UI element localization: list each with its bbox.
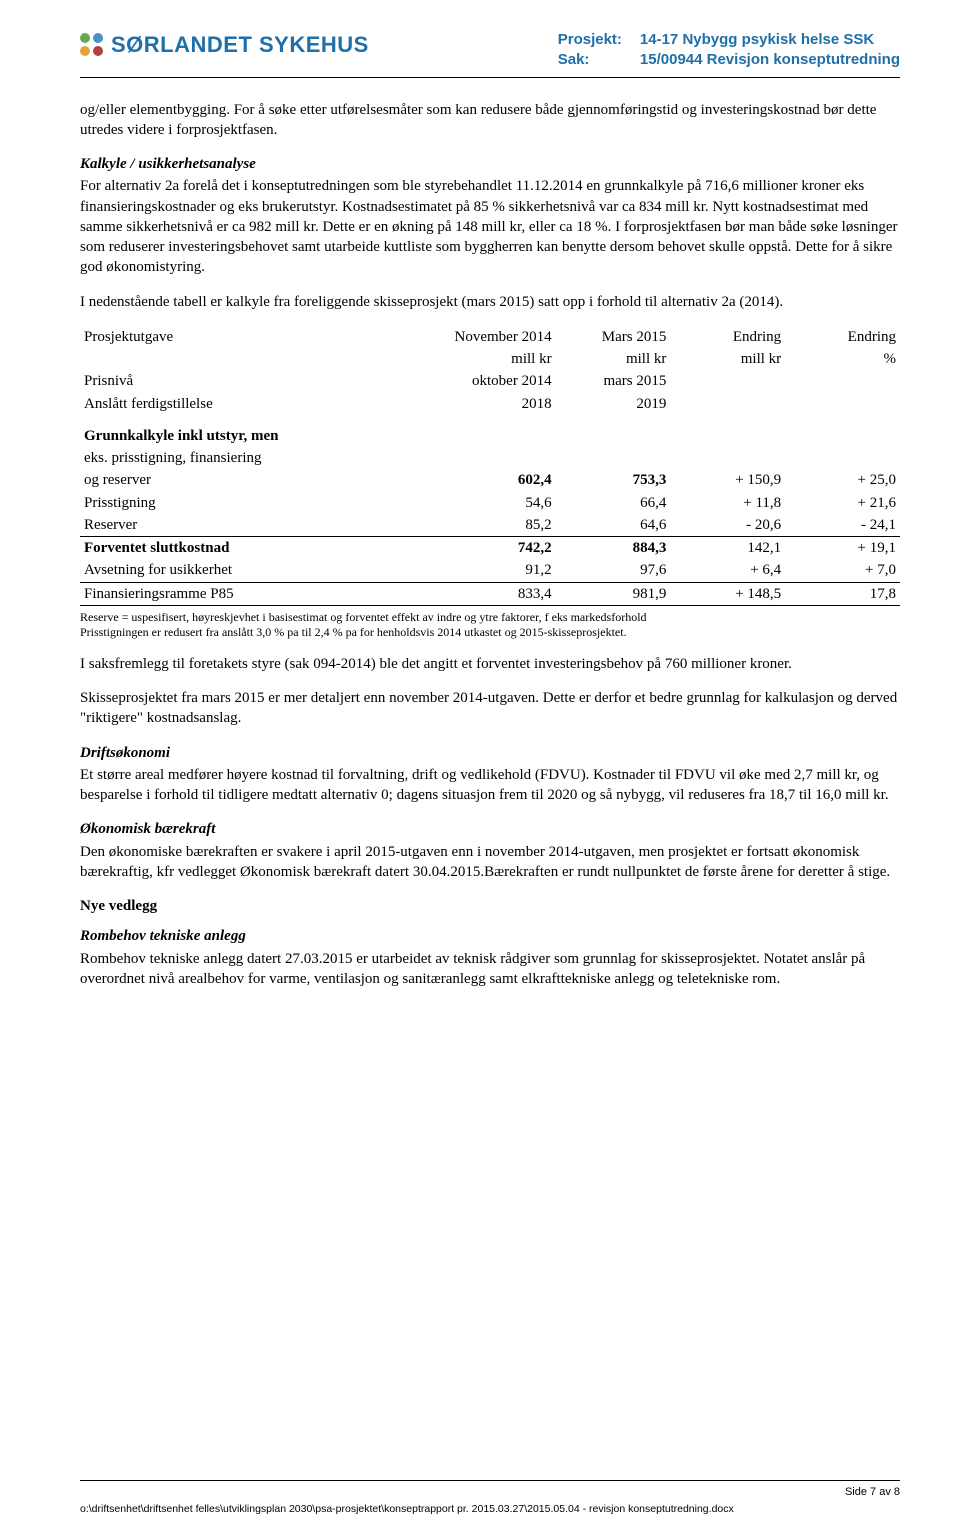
project-value: 14-17 Nybygg psykisk helse SSK	[640, 31, 874, 48]
row-label: Avsetning for usikkerhet	[80, 559, 424, 582]
table-note-line: Reserve = uspesifisert, høyreskjevhet i …	[80, 610, 900, 625]
org-name: SØRLANDET SYKEHUS	[111, 30, 369, 60]
row-value: 981,9	[556, 582, 671, 605]
page-number: Side 7 av 8	[80, 1485, 900, 1500]
row-value: mars 2015	[556, 370, 671, 392]
row-value: + 148,5	[670, 582, 785, 605]
paragraph: Rombehov tekniske anlegg datert 27.03.20…	[80, 949, 900, 990]
row-label: Finansieringsramme P85	[80, 582, 424, 605]
section-heading-rombehov: Rombehov tekniske anlegg	[80, 926, 900, 946]
project-label: Prosjekt:	[558, 30, 636, 50]
section-heading-okonomisk: Økonomisk bærekraft	[80, 819, 900, 839]
row-value: 2018	[424, 393, 555, 415]
row-value: 2019	[556, 393, 671, 415]
table-header-row: Prosjektutgave November 2014 Mars 2015 E…	[80, 326, 900, 348]
logo-block: SØRLANDET SYKEHUS	[80, 30, 369, 60]
row-value: 833,4	[424, 582, 555, 605]
row-label: og reserver	[80, 469, 424, 491]
col-header	[80, 348, 424, 370]
table-row: og reserver 602,4 753,3 + 150,9 + 25,0	[80, 469, 900, 491]
document-header: SØRLANDET SYKEHUS Prosjekt: 14-17 Nybygg…	[80, 30, 900, 78]
row-value: + 21,6	[785, 492, 900, 514]
row-value: + 6,4	[670, 559, 785, 582]
row-value: + 7,0	[785, 559, 900, 582]
table-row: Finansieringsramme P85 833,4 981,9 + 148…	[80, 582, 900, 605]
table-row: Forventet sluttkostnad 742,2 884,3 142,1…	[80, 537, 900, 560]
paragraph: og/eller elementbygging. For å søke ette…	[80, 100, 900, 141]
row-value: 884,3	[556, 537, 671, 560]
row-value: - 24,1	[785, 514, 900, 537]
col-header: November 2014	[424, 326, 555, 348]
table-row: Anslått ferdigstillelse 2018 2019	[80, 393, 900, 415]
table-row: Prisstigning 54,6 66,4 + 11,8 + 21,6	[80, 492, 900, 514]
row-value: 97,6	[556, 559, 671, 582]
row-value: - 20,6	[670, 514, 785, 537]
col-header: Mars 2015	[556, 326, 671, 348]
row-value: + 11,8	[670, 492, 785, 514]
col-header: Prosjektutgave	[80, 326, 424, 348]
table-footnote: Reserve = uspesifisert, høyreskjevhet i …	[80, 610, 900, 640]
logo-icon	[80, 33, 103, 56]
section-heading-nye: Nye vedlegg	[80, 896, 900, 916]
col-header: Endring	[670, 326, 785, 348]
col-header: mill kr	[556, 348, 671, 370]
row-value: oktober 2014	[424, 370, 555, 392]
header-meta: Prosjekt: 14-17 Nybygg psykisk helse SSK…	[558, 30, 900, 71]
paragraph: I nedenstående tabell er kalkyle fra for…	[80, 292, 900, 312]
row-label: Prisstigning	[80, 492, 424, 514]
paragraph: I saksfremlegg til foretakets styre (sak…	[80, 654, 900, 674]
row-value: 602,4	[424, 469, 555, 491]
section-heading-drift: Driftsøkonomi	[80, 743, 900, 763]
row-value: + 25,0	[785, 469, 900, 491]
row-label: eks. prisstigning, finansiering	[80, 447, 424, 469]
table-row: Reserver 85,2 64,6 - 20,6 - 24,1	[80, 514, 900, 537]
table-note-line: Prisstigningen er redusert fra anslått 3…	[80, 625, 900, 640]
row-label: Prisnivå	[80, 370, 424, 392]
col-header: mill kr	[424, 348, 555, 370]
table-row: Prisnivå oktober 2014 mars 2015	[80, 370, 900, 392]
col-header: %	[785, 348, 900, 370]
row-value: + 150,9	[670, 469, 785, 491]
col-header: mill kr	[670, 348, 785, 370]
paragraph: Et større areal medfører høyere kostnad …	[80, 765, 900, 806]
row-label: Grunnkalkyle inkl utstyr, men	[80, 425, 424, 447]
col-header: Endring	[785, 326, 900, 348]
row-value: 66,4	[556, 492, 671, 514]
row-label: Forventet sluttkostnad	[80, 537, 424, 560]
table-header-row: mill kr mill kr mill kr %	[80, 348, 900, 370]
row-value: 17,8	[785, 582, 900, 605]
table-row: Avsetning for usikkerhet 91,2 97,6 + 6,4…	[80, 559, 900, 582]
paragraph: For alternativ 2a forelå det i konseptut…	[80, 176, 900, 277]
row-value: 54,6	[424, 492, 555, 514]
section-heading-kalkyle: Kalkyle / usikkerhetsanalyse	[80, 154, 900, 174]
table-row: eks. prisstigning, finansiering	[80, 447, 900, 469]
row-value: 753,3	[556, 469, 671, 491]
row-value: 91,2	[424, 559, 555, 582]
paragraph: Den økonomiske bærekraften er svakere i …	[80, 842, 900, 883]
row-label: Reserver	[80, 514, 424, 537]
row-label: Anslått ferdigstillelse	[80, 393, 424, 415]
file-path: o:\driftsenhet\driftsenhet felles\utvikl…	[80, 1502, 900, 1516]
row-value: + 19,1	[785, 537, 900, 560]
case-label: Sak:	[558, 50, 636, 70]
paragraph: Skisseprosjektet fra mars 2015 er mer de…	[80, 688, 900, 729]
row-value: 64,6	[556, 514, 671, 537]
row-value: 85,2	[424, 514, 555, 537]
row-value: 742,2	[424, 537, 555, 560]
page-footer: Side 7 av 8 o:\driftsenhet\driftsenhet f…	[80, 1480, 900, 1516]
case-value: 15/00944 Revisjon konseptutredning	[640, 51, 900, 68]
table-row: Grunnkalkyle inkl utstyr, men	[80, 425, 900, 447]
cost-table: Prosjektutgave November 2014 Mars 2015 E…	[80, 326, 900, 608]
row-value: 142,1	[670, 537, 785, 560]
